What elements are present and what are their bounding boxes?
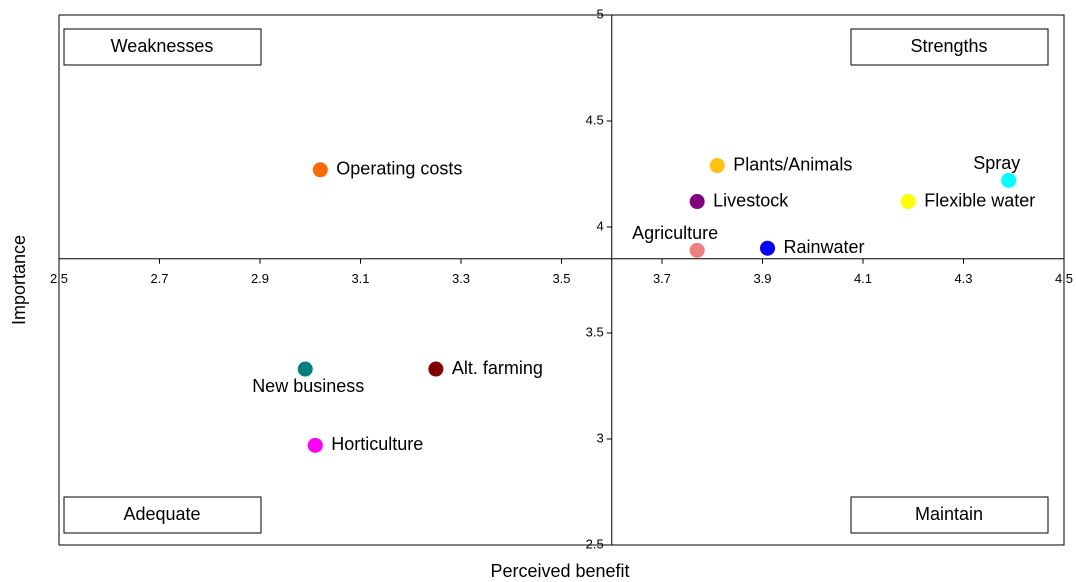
x-tick-label: 4.5 [1055, 271, 1073, 286]
x-tick-label: 3.9 [753, 271, 771, 286]
y-tick-label: 4 [597, 218, 604, 233]
x-tick-label: 2.5 [50, 271, 68, 286]
point-label: New business [252, 376, 364, 396]
point [1001, 172, 1017, 188]
quadrant-box [63, 496, 262, 534]
point [307, 437, 323, 453]
x-tick-label: 4.1 [854, 271, 872, 286]
point-label: Operating costs [336, 159, 462, 179]
x-axis-label: Perceived benefit [490, 561, 629, 581]
quadrant-box [850, 28, 1049, 66]
plot-frame [58, 14, 1065, 546]
y-tick-label: 2.5 [586, 536, 604, 551]
point [428, 361, 444, 377]
point [312, 162, 328, 178]
x-tick-label: 3.5 [552, 271, 570, 286]
point [297, 361, 313, 377]
point [689, 194, 705, 210]
x-tick-label: 4.3 [954, 271, 972, 286]
y-axis-label: Importance [9, 235, 29, 325]
point-label: Alt. farming [452, 358, 543, 378]
quadrant-label: Weaknesses [111, 36, 214, 56]
point-label: Livestock [713, 190, 789, 210]
x-tick-label: 2.7 [150, 271, 168, 286]
quadrant-box [850, 496, 1049, 534]
point-label: Rainwater [784, 237, 865, 257]
point [709, 158, 725, 174]
point-label: Plants/Animals [733, 154, 852, 174]
point-label: Agriculture [632, 223, 718, 243]
point-label: Horticulture [331, 434, 423, 454]
x-tick-label: 3.3 [452, 271, 470, 286]
y-tick-label: 5 [597, 6, 604, 21]
point [900, 194, 916, 210]
x-tick-label: 3.1 [351, 271, 369, 286]
point-label: Flexible water [924, 190, 1035, 210]
quadrant-label: Strengths [910, 36, 987, 56]
y-tick-label: 4.5 [586, 112, 604, 127]
point [760, 240, 776, 256]
y-tick-label: 3.5 [586, 324, 604, 339]
quadrant-label: Adequate [123, 504, 200, 524]
x-tick-label: 2.9 [251, 271, 269, 286]
point [689, 242, 705, 258]
quadrant-label: Maintain [915, 504, 983, 524]
quadrant-box [63, 28, 262, 66]
x-tick-label: 3.7 [653, 271, 671, 286]
y-tick-label: 3 [597, 430, 604, 445]
point-label: Spray [973, 153, 1020, 173]
